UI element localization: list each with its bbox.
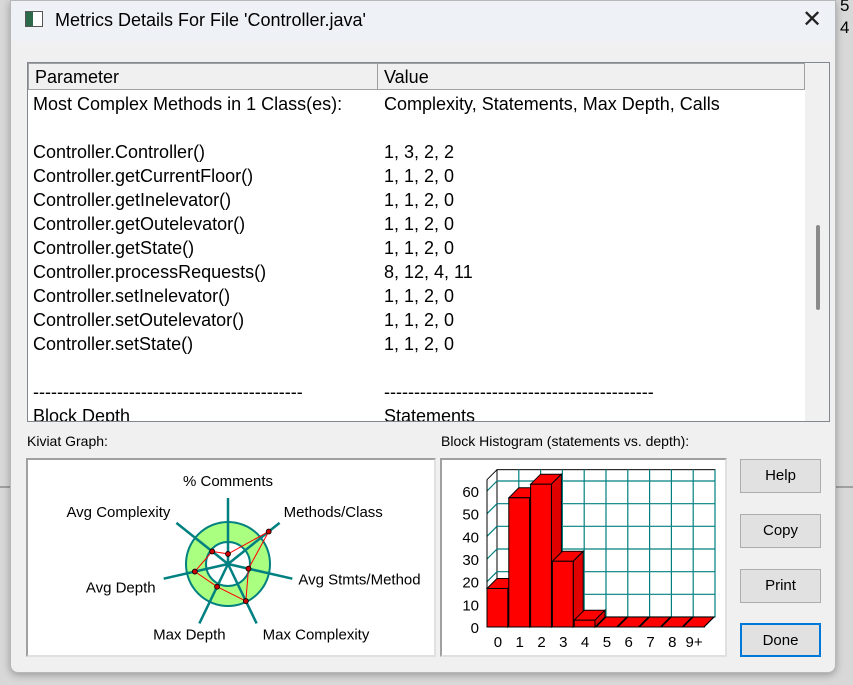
kiviat-axis [227,562,293,580]
row-parameter: Controller.setState() [33,334,194,354]
bar [573,619,596,628]
histogram-gridline [486,480,498,492]
metrics-dialog: Metrics Details For File 'Controller.jav… [10,0,836,673]
row-value: 1, 1, 2, 0 [384,238,455,258]
row-value: 1, 1, 2, 0 [384,310,455,330]
row-parameter: Controller.Controller() [33,142,206,162]
kiviat-data-point [225,551,231,557]
background-text: 4 [840,18,850,37]
row-value: ----------------------------------------… [384,382,654,402]
histogram-gridline [486,525,498,537]
close-icon[interactable]: ✕ [801,6,823,33]
bar-side [616,616,628,628]
x-tick-label: 0 [494,634,502,651]
bar [551,560,574,628]
kiviat-data-point [214,583,220,590]
y-tick-label: 40 [462,529,479,546]
histogram-gridline [486,571,498,583]
kiviat-axis [227,521,281,565]
row-value: 1, 1, 2, 0 [384,286,455,306]
row-parameter: Controller.processRequests() [33,262,267,282]
y-tick-label: 10 [462,597,479,614]
x-tick-label: 2 [537,634,545,651]
kiviat-axis-label: Max Complexity [263,626,370,643]
kiviat-data-point [209,548,216,555]
x-tick-label: 3 [559,634,567,651]
y-tick-label: 60 [462,484,479,501]
y-tick-label: 0 [471,620,479,637]
block-histogram: 0 10 20 30 40 50 60 0 1 2 3 4 5 6 7 8 9+ [440,458,727,657]
kiviat-axis [198,563,230,625]
background-text: 5 [840,0,850,15]
y-tick-label: 20 [462,575,479,592]
bar [486,587,509,628]
bar [530,483,552,628]
row-value: Statements [384,406,476,422]
x-tick-label: 5 [603,634,611,651]
row-value: Complexity, Statements, Max Depth, Calls [384,94,720,114]
row-parameter: Controller.getState() [33,238,195,258]
vertical-scrollbar[interactable] [805,63,829,421]
column-header-value[interactable]: Value [377,63,805,90]
row-value: 8, 12, 4, 11 [384,262,473,282]
row-value: 1, 1, 2, 0 [384,334,455,354]
help-button[interactable]: Help [740,459,821,493]
kiviat-series-line [194,530,270,602]
x-tick-label: 4 [581,634,589,651]
kiviat-label: Kiviat Graph: [27,433,108,449]
kiviat-axis [226,563,258,625]
window-icon [25,11,43,27]
row-parameter: Controller.setOutelevator() [33,310,245,330]
row-value: 1, 1, 2, 0 [384,214,455,234]
row-parameter: Controller.setInelevator() [33,286,231,306]
row-parameter: Most Complex Methods in 1 Class(es): [33,94,343,114]
row-parameter: Controller.getOutelevator() [33,214,246,234]
row-value: 1, 1, 2, 0 [384,190,455,210]
kiviat-data-point [265,528,272,535]
kiviat-graph: % Comments Methods/Class Avg Stmts/Method M… [26,458,436,657]
x-tick-label: 1 [516,634,524,651]
histogram-gridline [486,548,498,560]
histogram-label: Block Histogram (statements vs. depth): [441,433,690,449]
x-tick-label: 8 [668,634,676,651]
kiviat-data-point [191,568,198,575]
y-tick-label: 50 [462,507,479,524]
y-tick-label: 30 [462,552,479,569]
kiviat-axis-label: % Comments [183,473,273,490]
scrollbar-thumb[interactable] [816,225,820,310]
row-parameter: Controller.getCurrentFloor() [33,166,254,186]
bar [508,497,531,628]
kiviat-data-point [242,598,249,604]
kiviat-data-point [245,565,252,572]
histogram-gridline [486,503,498,515]
kiviat-axis [175,521,229,565]
row-parameter: Block Depth [33,406,131,422]
kiviat-axis-label: Avg Complexity [66,504,170,521]
x-tick-label: 6 [625,634,633,651]
kiviat-axis-label: Max Depth [153,626,226,643]
row-parameter: ----------------------------------------… [33,382,303,402]
axis-edge [486,469,498,481]
row-value: 1, 1, 2, 0 [384,166,455,186]
column-header-parameter[interactable]: Parameter [28,63,378,90]
title-bar: Metrics Details For File 'Controller.jav… [11,1,835,41]
window-title: Metrics Details For File 'Controller.jav… [55,10,366,30]
kiviat-axis-label: Avg Depth [86,580,156,597]
row-parameter: Controller.getInelevator() [33,190,232,210]
kiviat-axis-label: Avg Stmts/Method [298,572,420,589]
bar-side [638,616,649,628]
x-tick-label: 9+ [686,634,703,651]
x-tick-label: 7 [646,634,654,651]
kiviat-axis-label: Methods/Class [284,504,383,521]
row-value: 1, 3, 2, 2 [384,142,455,162]
metrics-table[interactable]: Parameter Value Most Complex Methods in … [27,62,830,422]
bar-side [703,616,715,628]
done-button[interactable]: Done [740,623,821,657]
copy-button[interactable]: Copy [740,514,821,548]
print-button[interactable]: Print [740,569,821,603]
